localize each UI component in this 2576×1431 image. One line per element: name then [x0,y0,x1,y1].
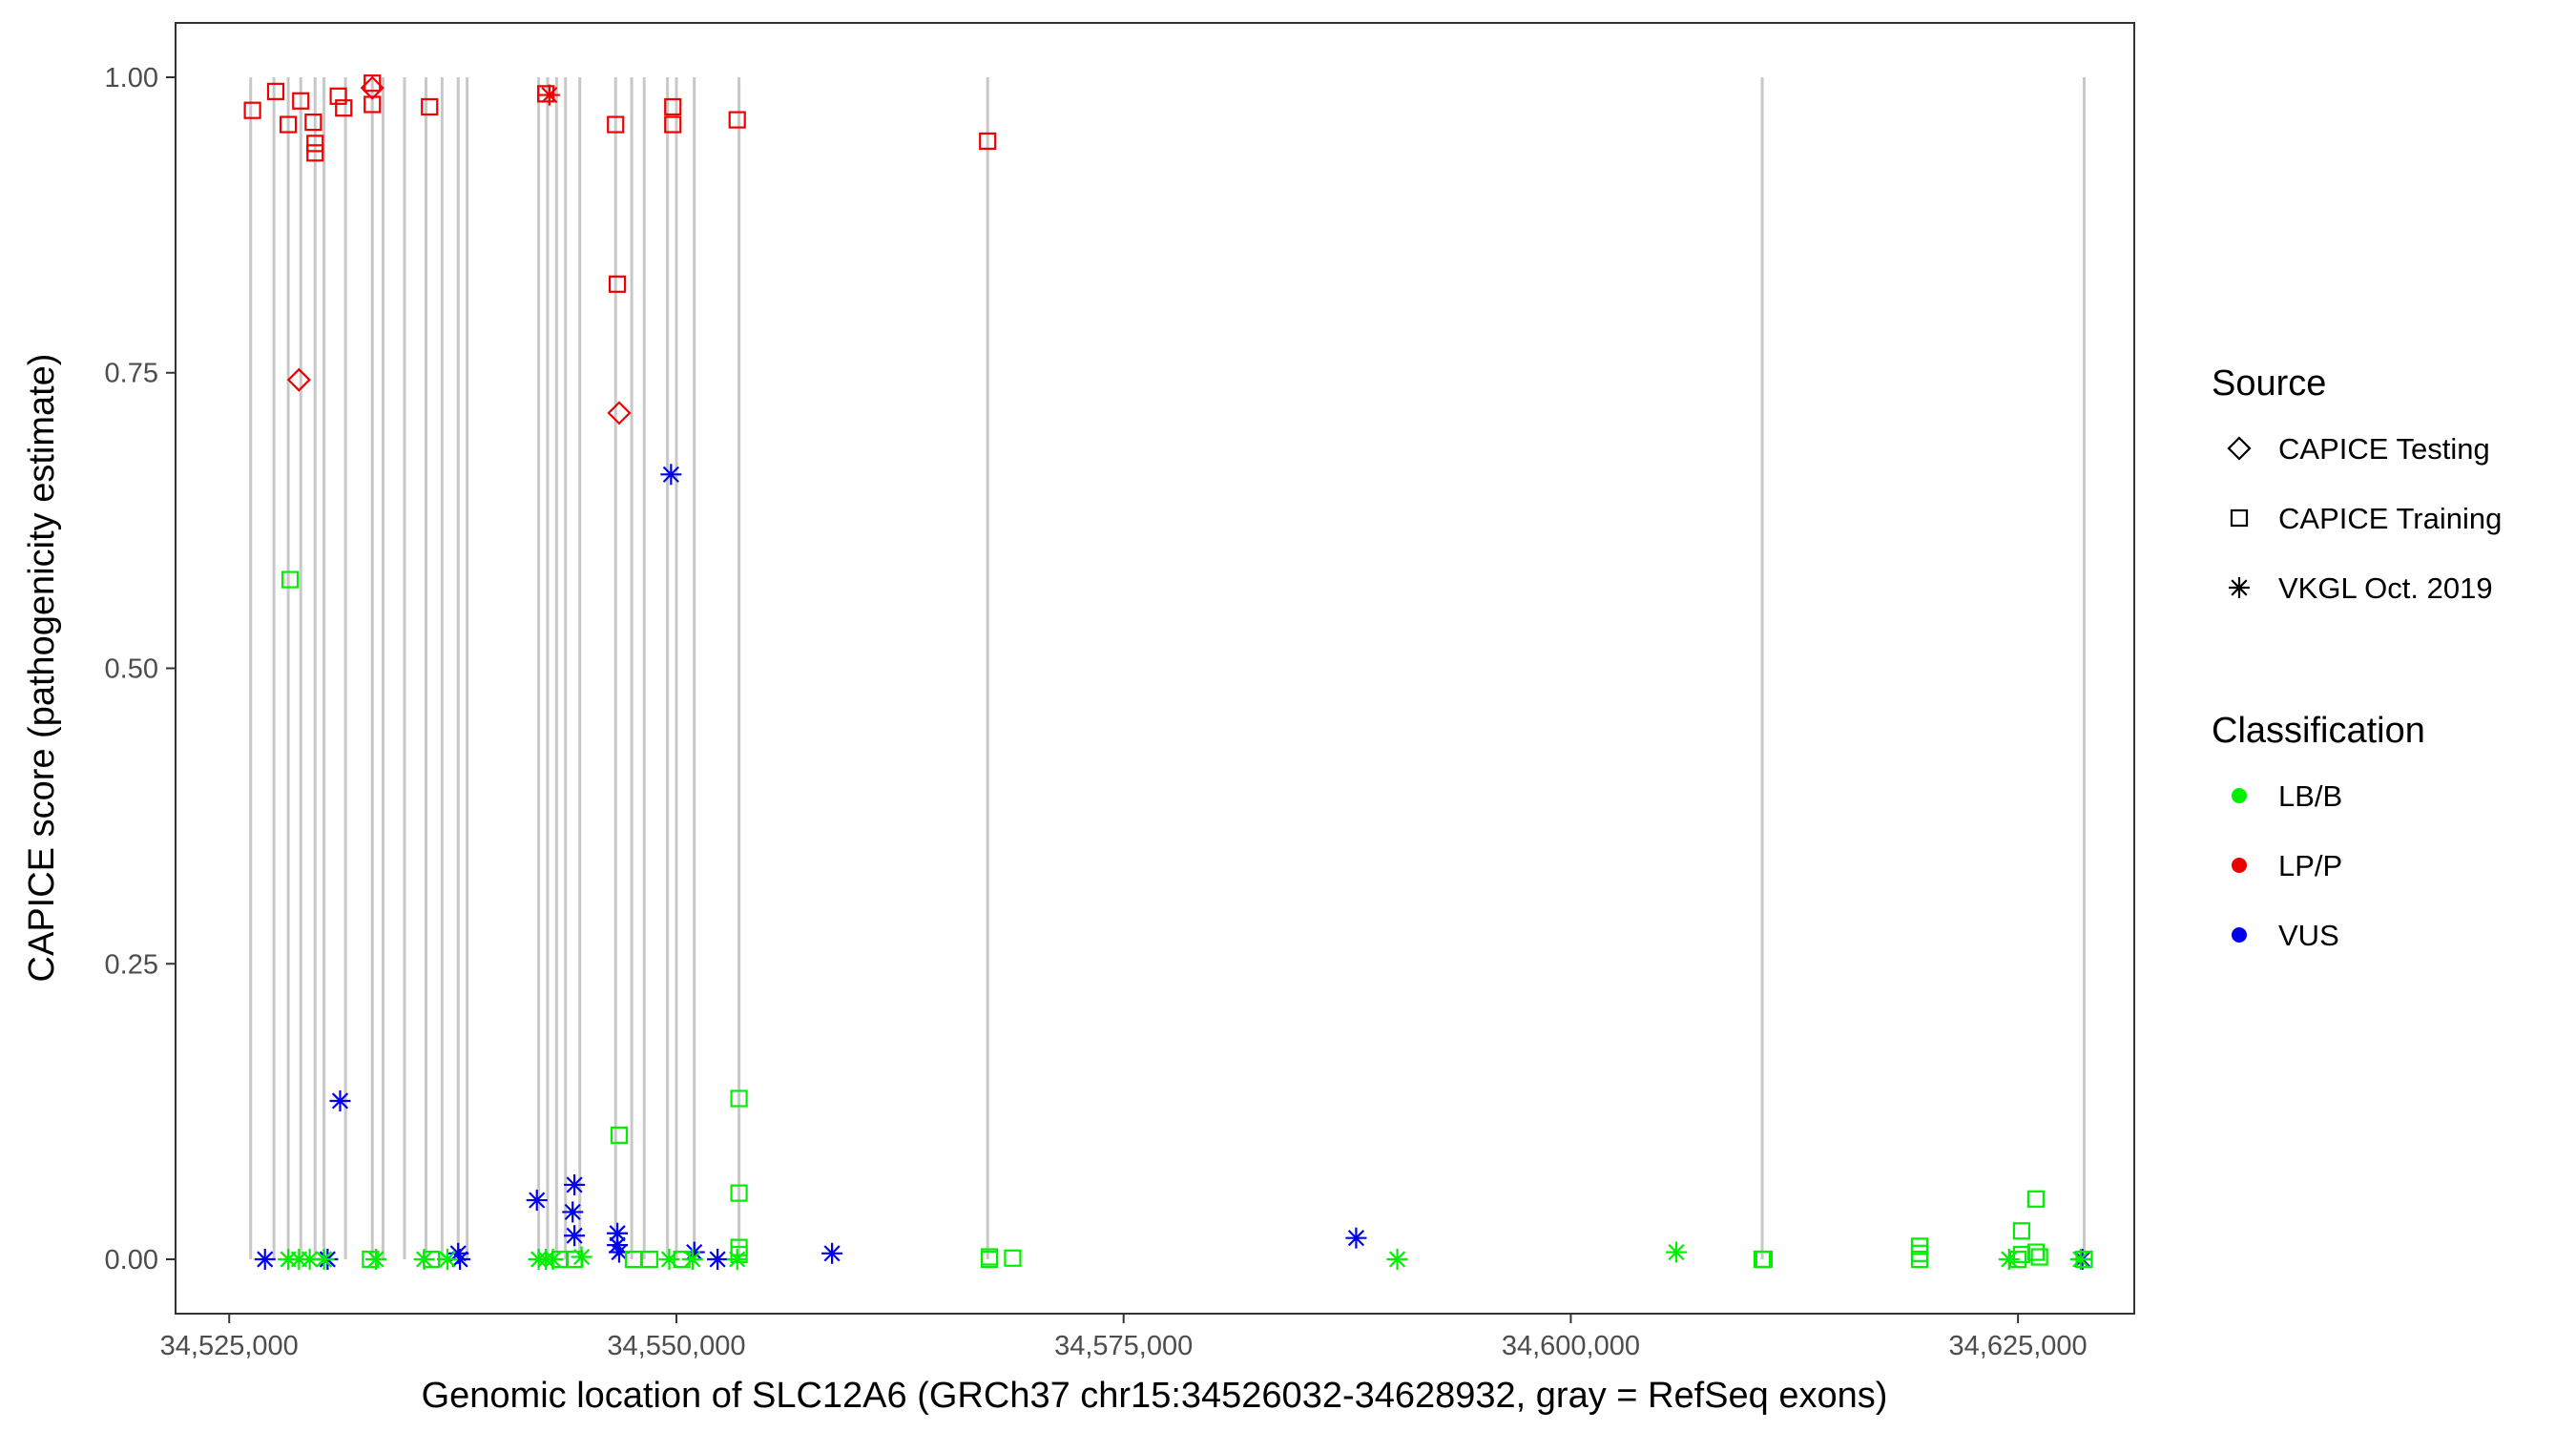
data-point [660,464,682,486]
data-point [1666,1241,1688,1263]
data-point [726,1249,748,1271]
dot-icon [2232,927,2247,943]
data-point [608,275,627,293]
data-point [286,367,311,392]
data-point [979,132,997,151]
data-point [280,570,300,589]
series-lb-b [278,570,2093,1271]
data-points [243,74,2093,1271]
data-point [329,87,347,105]
x-tick-label: 34,550,000 [607,1331,745,1361]
y-tick-label: 0.50 [105,654,158,685]
data-point [607,115,625,134]
data-point [610,1126,629,1145]
data-point [537,85,555,103]
data-point [329,1089,351,1111]
data-point [2009,1250,2027,1269]
data-point [821,1242,843,1264]
square-icon [2230,508,2249,528]
legend-label: CAPICE Training [2278,502,2502,535]
exon-lines [249,76,2087,1260]
data-point [1345,1227,1367,1249]
x-axis-title: Genomic location of SLC12A6 (GRCh37 chr1… [422,1376,1888,1416]
data-point [2069,1249,2091,1271]
data-point [980,1250,999,1269]
data-point [608,1241,630,1263]
data-point [640,1250,658,1269]
data-point [664,115,682,134]
x-tick-label: 34,600,000 [1502,1331,1640,1361]
data-point [730,1089,748,1108]
x-tick-label: 34,525,000 [160,1331,299,1361]
data-point [564,1173,586,1195]
legend-label: VKGL Oct. 2019 [2278,571,2493,605]
legend-label: LB/B [2278,779,2342,813]
dot-icon [2232,788,2247,803]
data-point [306,135,324,153]
legend-item-source: CAPICE Testing [2227,432,2490,466]
data-point [313,1249,335,1271]
data-point [335,99,353,117]
data-point [2030,1248,2048,1266]
data-point [1998,1249,2020,1271]
data-point [360,75,384,100]
legend-item-source: VKGL Oct. 2019 [2229,571,2493,605]
x-tick-label: 34,575,000 [1054,1331,1193,1361]
data-point [1386,1249,1408,1271]
legend-item-classification: VUS [2232,919,2339,952]
data-point [436,1249,458,1271]
legend-label: LP/P [2278,849,2342,882]
data-point [664,97,682,116]
data-point [728,111,746,129]
data-point [292,92,310,110]
legend-title-source: Source [2212,363,2326,404]
legend-item-classification: LB/B [2232,779,2342,813]
data-point [1910,1250,1929,1269]
legend-title-classification: Classification [2212,711,2425,751]
data-point [266,82,285,100]
data-point [364,1249,386,1271]
y-tick-label: 0.00 [105,1245,158,1275]
data-point [562,1201,584,1223]
data-point [254,1249,276,1271]
diamond-icon [2227,436,2252,461]
data-point [364,95,382,114]
data-point [1004,1249,1022,1267]
data-point [707,1249,729,1271]
legend-label: CAPICE Testing [2278,432,2490,466]
data-point [304,113,322,132]
y-tick-label: 0.75 [105,359,158,389]
legend: Source Classification CAPICE Testing CAPI… [2212,363,2502,952]
x-axis: 34,525,000 34,550,000 34,575,000 34,600,000… [160,1314,2088,1361]
y-tick-label: 1.00 [105,63,158,93]
data-point [571,1246,592,1268]
data-point [1755,1250,1773,1269]
data-point [280,115,298,134]
y-axis-title: CAPICE score (pathogenicity estimate) [22,354,62,983]
data-point [526,1190,548,1212]
dot-icon [2232,858,2247,873]
data-point [730,1184,748,1202]
asterisk-icon [2229,577,2250,598]
data-point [2026,1190,2045,1208]
data-point [306,144,324,162]
data-point [243,101,261,119]
series-lp-p [243,74,997,425]
data-point [421,97,439,116]
data-point [607,401,632,425]
legend-label: VUS [2278,919,2339,952]
data-point [364,74,382,93]
data-point [2012,1222,2030,1240]
data-point [564,1225,586,1247]
data-point [681,1249,703,1271]
legend-item-classification: LP/P [2232,849,2342,882]
x-tick-label: 34,625,000 [1949,1331,2088,1361]
data-point [538,84,560,106]
y-tick-label: 0.25 [105,949,158,980]
legend-item-source: CAPICE Training [2230,502,2502,535]
y-axis: 0.00 0.25 0.50 0.75 1.00 [105,63,176,1275]
